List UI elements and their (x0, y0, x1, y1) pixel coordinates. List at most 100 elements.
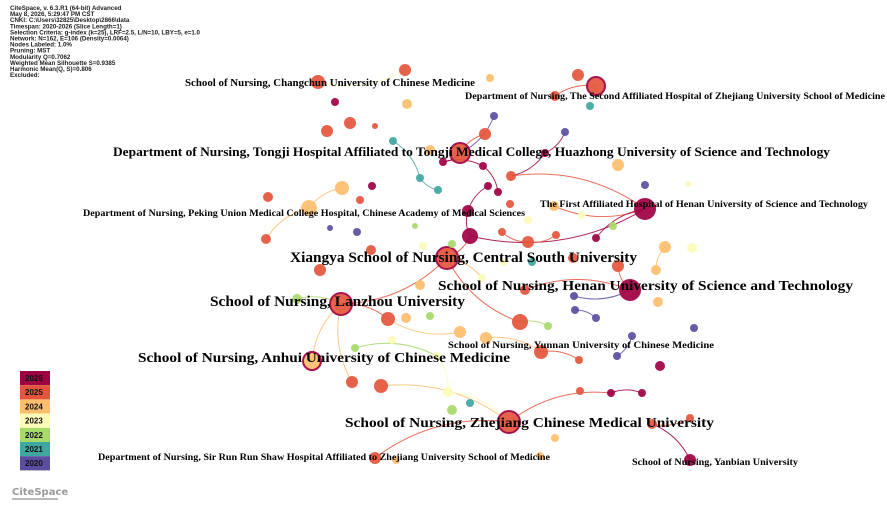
node (638, 389, 646, 397)
node (528, 258, 536, 266)
node (490, 112, 498, 120)
node-labels: School of Nursing, Changchun University … (83, 77, 885, 467)
info-line: Excluded: (10, 72, 40, 79)
node (439, 158, 447, 166)
node (653, 297, 663, 307)
node (344, 117, 356, 129)
edge (392, 140, 421, 179)
edge (610, 389, 643, 394)
node (498, 228, 506, 236)
node-label: The First Affiliated Hospital of Henan U… (540, 199, 869, 209)
node (544, 322, 552, 330)
node (686, 414, 694, 422)
node (541, 149, 549, 157)
node (416, 174, 424, 182)
node (549, 201, 559, 211)
node (522, 236, 534, 248)
legend-year: 2026 (25, 374, 43, 383)
node (314, 264, 326, 276)
node (524, 216, 532, 224)
node (506, 171, 516, 181)
edge (469, 208, 646, 244)
node (331, 98, 339, 106)
node (592, 314, 600, 322)
node (655, 361, 665, 371)
legend-swatch (20, 385, 50, 400)
node (369, 452, 381, 464)
node (480, 332, 492, 344)
node (327, 225, 333, 231)
node (388, 336, 396, 344)
node (612, 159, 624, 171)
info-line: CNKI: C:\Users\32825\Desktop\2866\data (10, 17, 130, 24)
node (506, 200, 514, 208)
node (419, 242, 427, 250)
edge (317, 69, 406, 87)
node (586, 102, 594, 110)
node (448, 240, 456, 248)
node (454, 326, 466, 338)
node-label: School of Nursing, Anhui University of C… (138, 351, 510, 366)
node (399, 64, 411, 76)
node (520, 285, 530, 295)
edge (510, 173, 646, 210)
node (302, 351, 322, 371)
edge (340, 257, 448, 305)
node (351, 344, 359, 352)
node (479, 162, 487, 170)
node (659, 241, 671, 253)
node-label: Xiangya School of Nursing, Central South… (290, 250, 638, 266)
logo: CiteSpace (12, 487, 68, 500)
legend-swatch (20, 427, 50, 442)
node-label: Department of Nursing, Peking Union Medi… (83, 208, 526, 218)
node (687, 243, 697, 253)
node (462, 228, 478, 244)
legend-swatch (20, 399, 50, 414)
node (374, 379, 388, 393)
legend-year: 2023 (25, 417, 43, 426)
info-line: Selection Criteria: g-index (k=25), LRF=… (10, 29, 201, 36)
legend-year: 2024 (25, 402, 43, 411)
node (402, 99, 412, 109)
node (462, 205, 474, 217)
node (568, 253, 578, 263)
node (329, 292, 353, 316)
node (321, 125, 333, 137)
node (368, 182, 376, 190)
legend-swatch (20, 413, 50, 428)
nodes (261, 64, 698, 466)
edge (387, 318, 461, 335)
edge (374, 420, 510, 459)
node (534, 345, 548, 359)
node (449, 142, 471, 164)
legend-year: 2020 (25, 459, 43, 468)
node (434, 186, 442, 194)
logo-bar (12, 498, 58, 500)
node (551, 434, 559, 442)
info-line: Timespan: 2020-2026 (Slice Length=1) (10, 23, 122, 30)
node (479, 128, 491, 140)
node (619, 279, 641, 301)
info-line: Pruning: MST (10, 48, 50, 55)
node (335, 181, 349, 195)
node-label: School of Nursing, Henan University of S… (438, 279, 853, 294)
node (613, 352, 621, 360)
node-label: School of Nursing, Yanbian University (632, 457, 799, 467)
node (612, 260, 624, 272)
node (389, 137, 397, 145)
legend-swatch (20, 456, 50, 471)
info-line: Harmonic Mean(Q, S)=0.806 (10, 66, 92, 73)
node (425, 145, 435, 155)
node-label: School of Nursing, Zhejiang Chinese Medi… (345, 416, 714, 431)
node (684, 454, 696, 466)
node (571, 306, 579, 314)
node (261, 234, 271, 244)
node (575, 356, 583, 364)
node (346, 376, 358, 388)
node (570, 292, 578, 300)
edge (354, 342, 438, 357)
legend-year: 2021 (25, 445, 43, 454)
node (311, 75, 325, 89)
